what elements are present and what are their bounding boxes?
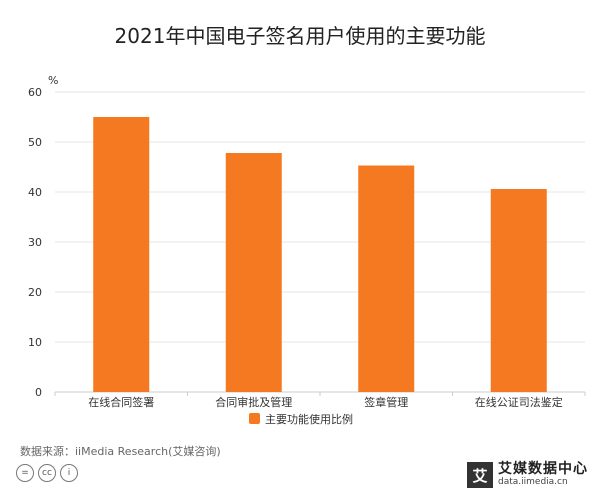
brand-logo-icon: 艾 [467, 462, 493, 488]
y-tick-label: 20 [28, 286, 42, 299]
creative-commons-icon: cc [38, 464, 56, 482]
brand-name: 艾媒数据中心 [498, 461, 588, 478]
x-tick-label: 合同审批及管理 [215, 395, 292, 409]
x-tick-label: 在线公证司法鉴定 [475, 395, 563, 409]
x-tick-label: 在线合同签署 [88, 395, 154, 409]
y-tick-label: 40 [28, 186, 42, 199]
legend-label: 主要功能使用比例 [265, 412, 353, 426]
bar [490, 189, 547, 392]
y-tick-label: 0 [35, 386, 42, 399]
y-tick-label: 10 [28, 336, 42, 349]
attribution-icon: i [60, 464, 78, 482]
legend-swatch [249, 413, 260, 424]
y-unit-label: % [48, 74, 58, 87]
data-source: 数据来源：iiMedia Research(艾媒咨询) [20, 445, 221, 458]
no-derivatives-icon: = [16, 464, 34, 482]
license-icons: = cc i [16, 464, 78, 482]
y-tick-label: 30 [28, 236, 42, 249]
brand-url: data.iimedia.cn [498, 476, 568, 487]
y-tick-label: 50 [28, 136, 42, 149]
y-tick-label: 60 [28, 86, 42, 99]
bar [93, 117, 150, 392]
bar [225, 153, 282, 392]
bar-chart: 0 10 20 30 40 50 60% 在线合同签署 合同审批及管理 签章管理 在线公证司法鉴定主… [28, 74, 586, 426]
brand: 艾 艾媒数据中心 data.iimedia.cn [467, 461, 588, 488]
x-tick-label: 签章管理 [364, 395, 408, 409]
chart-title: 2021年中国电子签名用户使用的主要功能 [114, 24, 486, 48]
bar [358, 165, 415, 392]
